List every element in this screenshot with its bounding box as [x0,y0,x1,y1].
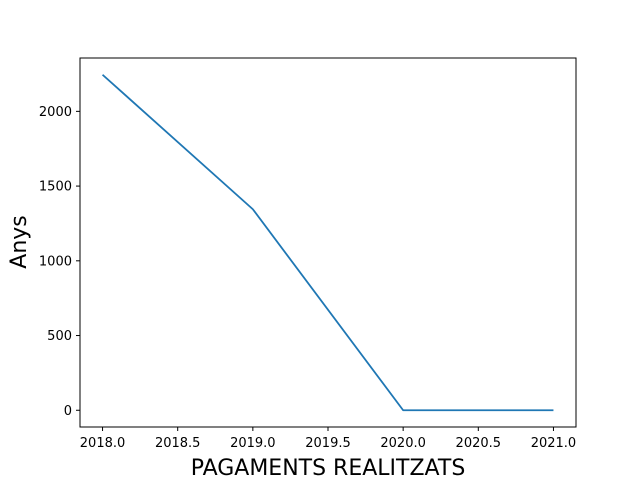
y-tick-label: 0 [64,404,72,419]
data-points [102,74,554,411]
series-line [101,74,554,412]
x-axis-label: PAGAMENTS REALITZATS [191,456,466,480]
y-tick-label: 2000 [39,105,72,120]
x-tick-label: 2018.5 [155,436,201,451]
y-axis-label: Anys [7,215,32,268]
x-tick-label: 2019.0 [230,436,276,451]
x-tick-label: 2020.5 [456,436,502,451]
y-axis-ticks: 0 500 1000 1500 2000 [39,105,80,419]
y-tick-label: 1500 [39,180,72,195]
x-tick-label: 2019.5 [305,436,351,451]
x-tick-label: 2021.0 [531,436,577,451]
plot-area [80,58,576,427]
x-axis-ticks: 2018.0 2018.5 2019.0 2019.5 2020.0 2020.5 2021… [80,427,576,451]
y-tick-label: 1000 [39,254,72,269]
y-tick-label: 500 [47,329,72,344]
x-tick-label: 2018.0 [80,436,126,451]
x-tick-label: 2020.0 [380,436,426,451]
plot-frame [79,57,577,428]
